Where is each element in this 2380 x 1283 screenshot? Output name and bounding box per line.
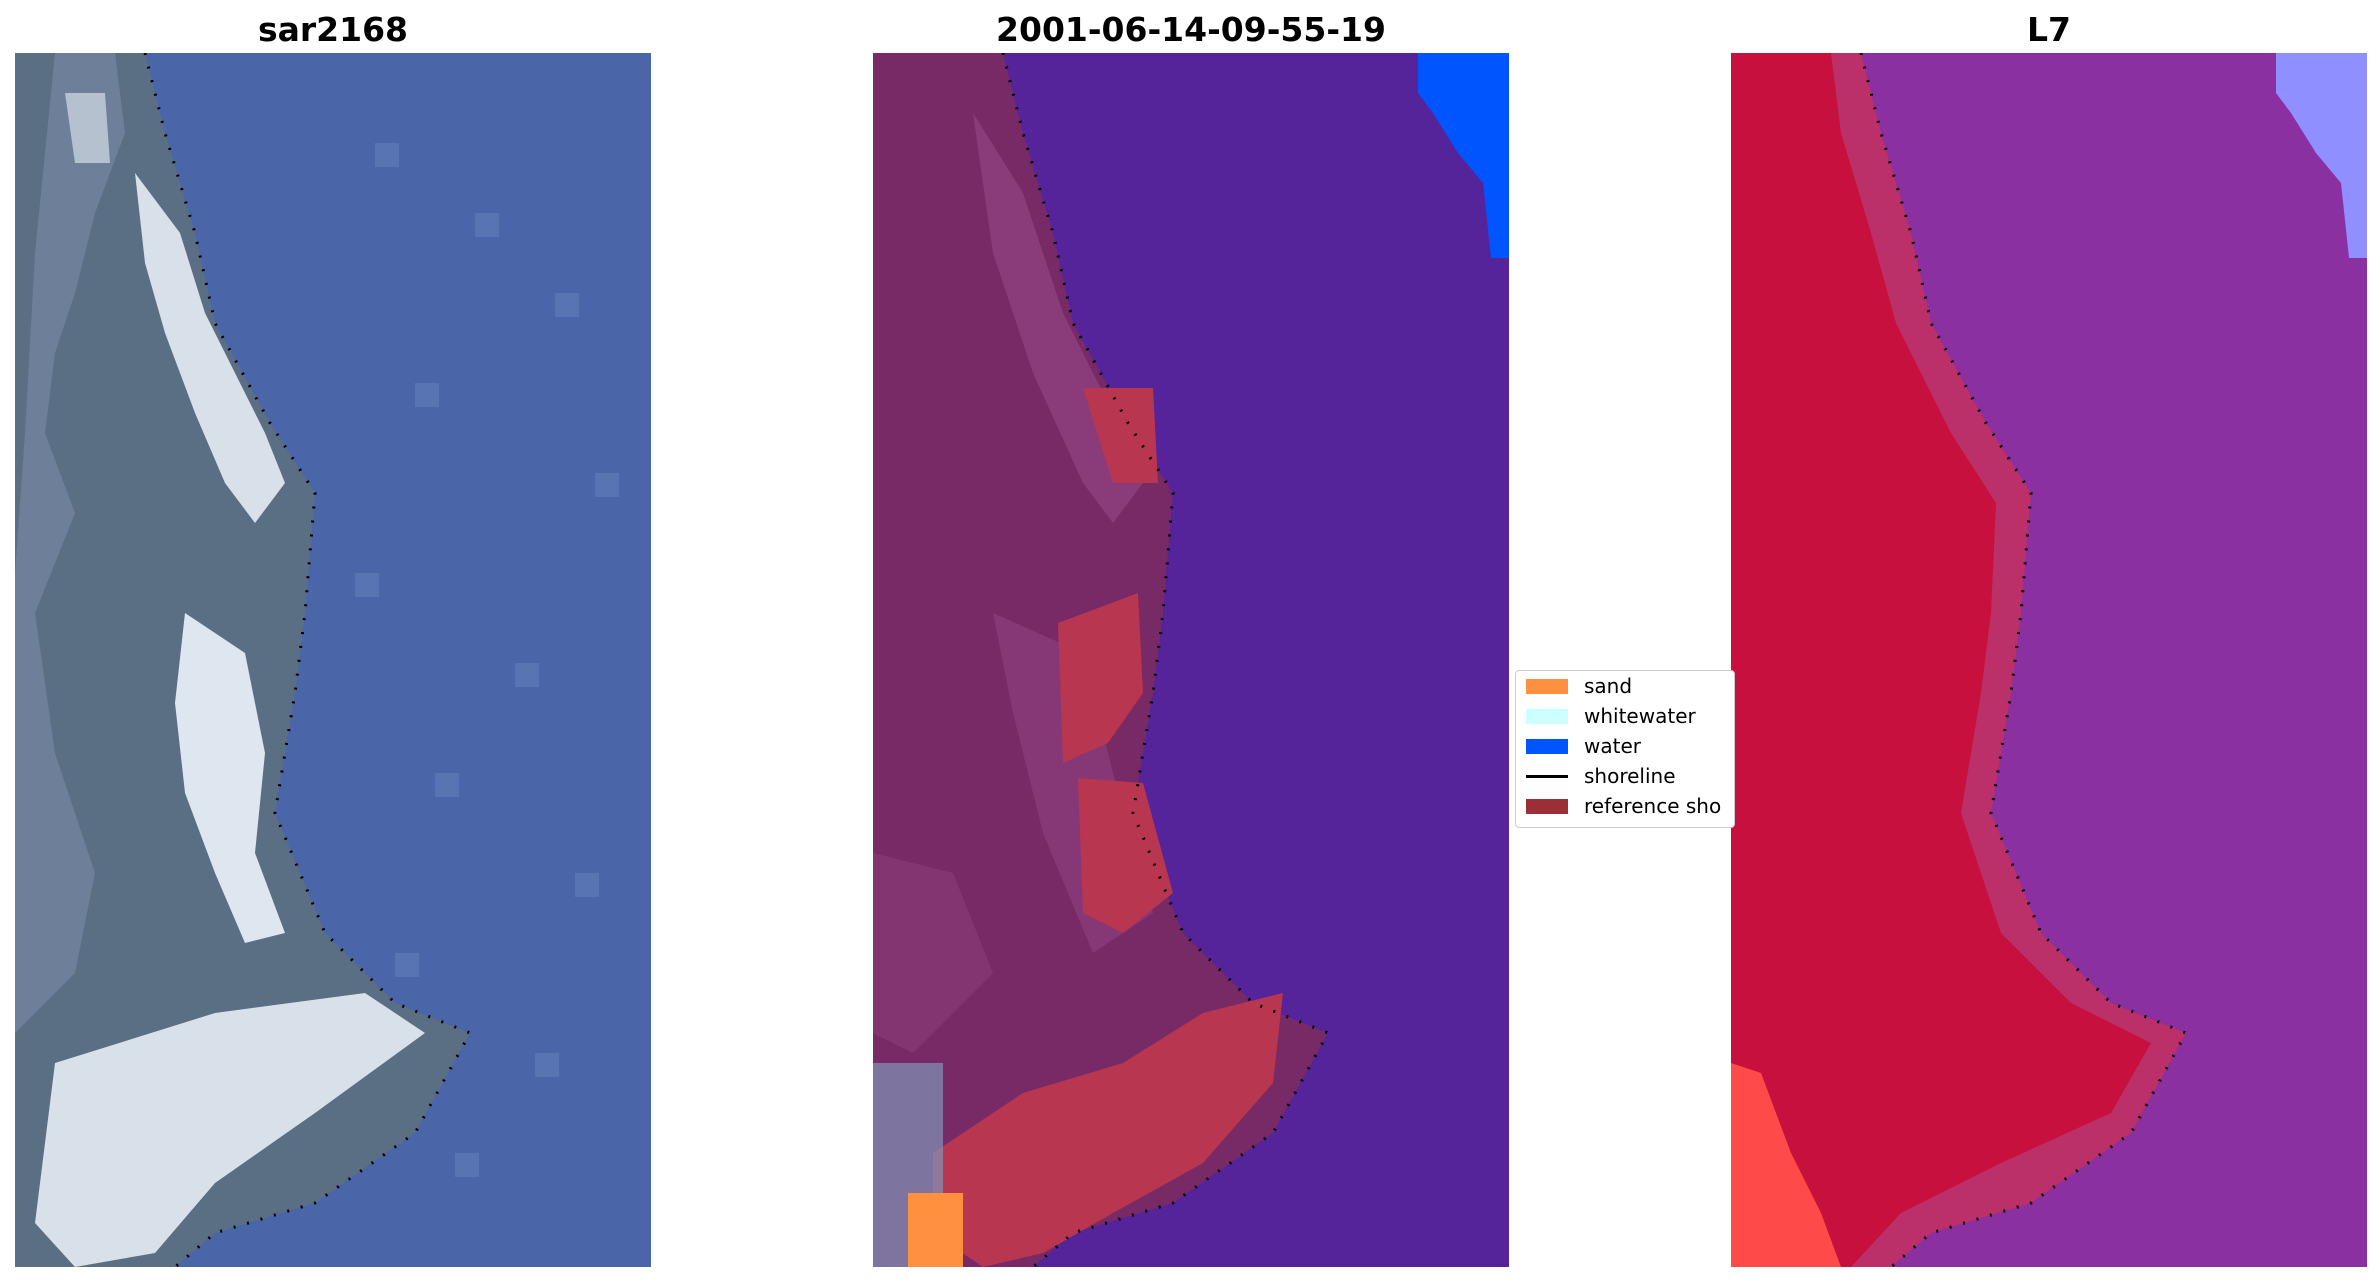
legend-swatch-reference-shoreline (1526, 798, 1568, 814)
legend-label-shoreline: shoreline (1584, 764, 1676, 788)
false-color-image (1731, 53, 2367, 1267)
classified-image (873, 53, 1509, 1267)
legend-label-whitewater: whitewater (1584, 704, 1696, 728)
legend-swatch-sand (1526, 678, 1568, 694)
legend-item-water: water (1526, 734, 1641, 758)
legend-item-whitewater: whitewater (1526, 704, 1696, 728)
legend-label-sand: sand (1584, 674, 1633, 698)
false-color-image-panel (1731, 53, 2367, 1267)
legend-label-water: water (1584, 734, 1641, 758)
classified-image-panel (873, 53, 1509, 1267)
legend-swatch-water (1526, 738, 1568, 754)
rgb-image (15, 53, 651, 1267)
legend-swatch-whitewater (1526, 708, 1568, 724)
panel-title-classified: 2001-06-14-09-55-19 (996, 10, 1386, 49)
legend-label-reference-shoreline: reference sho (1584, 794, 1722, 818)
panel-title-false-color: L7 (2027, 10, 2071, 49)
rgb-sea-speckles (355, 143, 619, 1177)
legend-item-sand: sand (1526, 674, 1633, 698)
legend-item-reference-shoreline: reference sho (1526, 794, 1722, 818)
legend-line-shoreline (1526, 774, 1568, 778)
panel-title-rgb: sar2168 (257, 10, 409, 49)
legend: sand whitewater water shoreline referenc… (1515, 670, 1735, 828)
rgb-image-panel (15, 53, 651, 1267)
legend-item-shoreline: shoreline (1526, 764, 1676, 788)
reference-shoreline-mask (933, 388, 1283, 1267)
